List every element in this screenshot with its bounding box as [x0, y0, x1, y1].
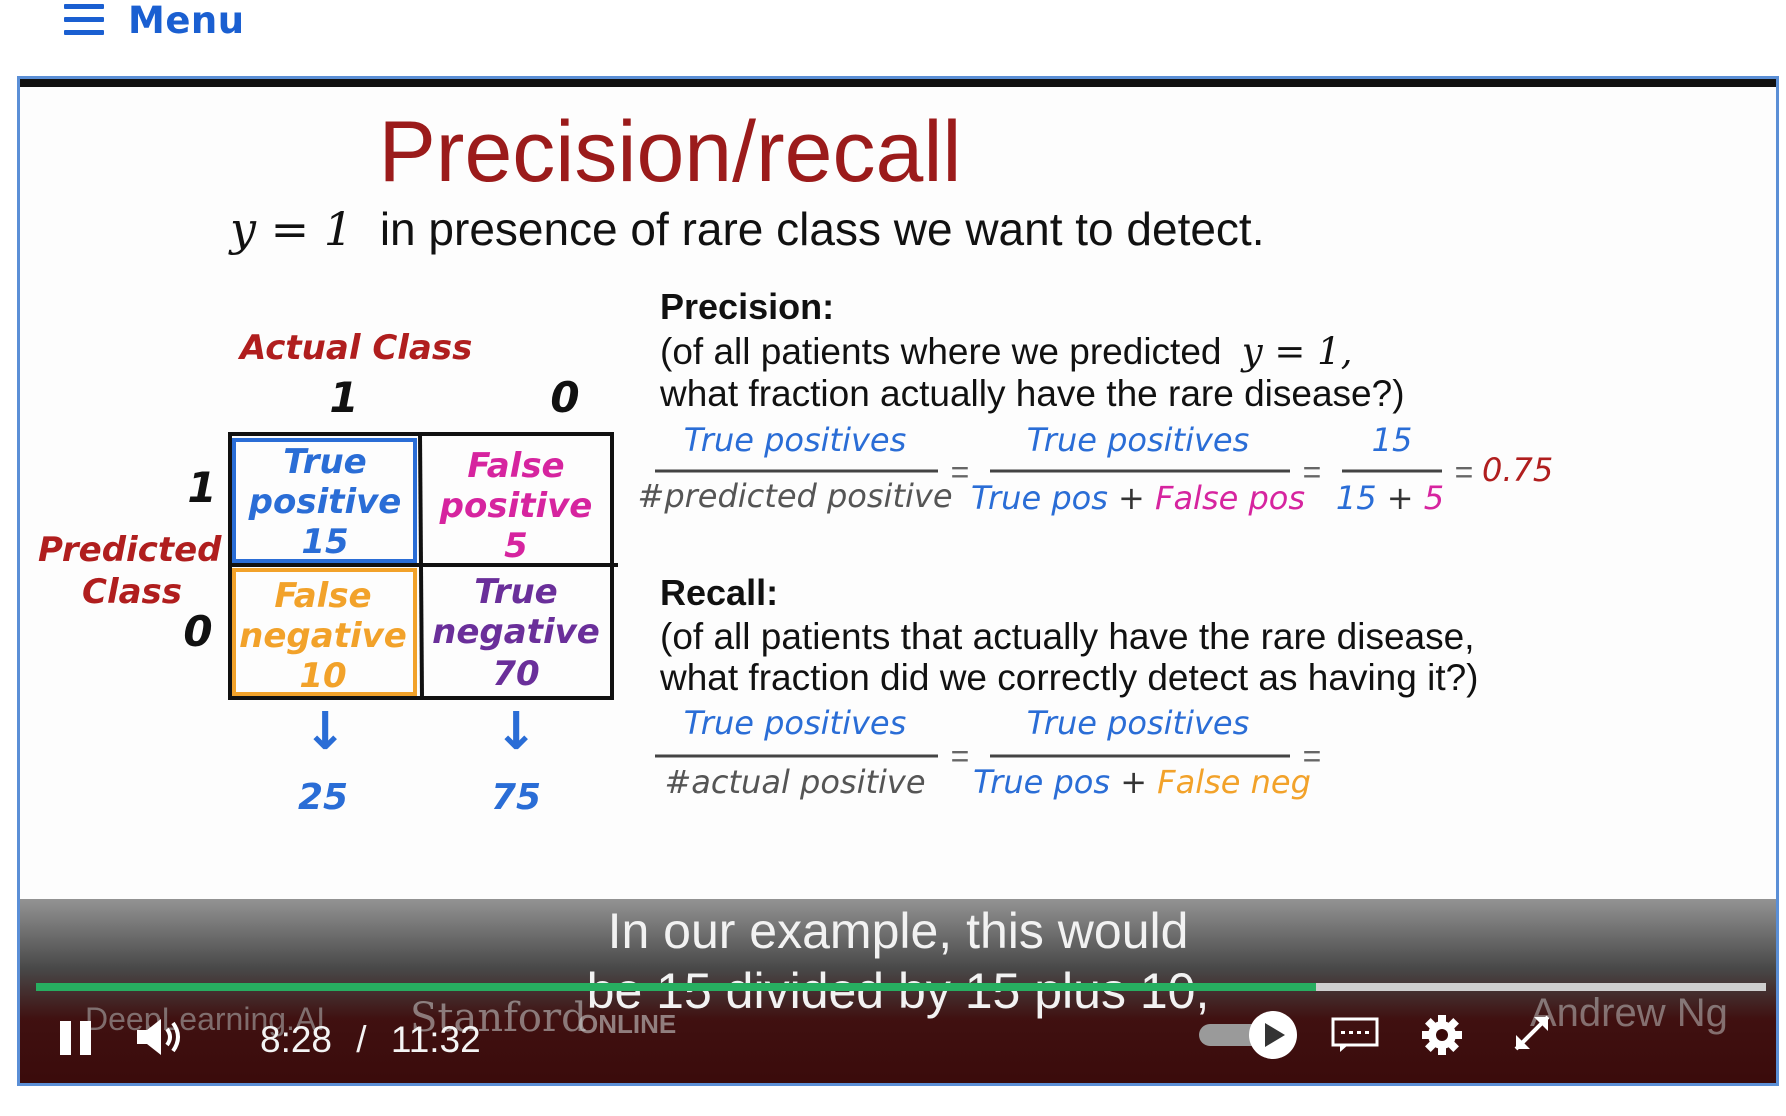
video-player[interactable]: Precision/recall y = 1 in presence of ra…: [17, 76, 1779, 1086]
fullscreen-button[interactable]: [1510, 1011, 1554, 1055]
svg-text:False: False: [274, 576, 371, 616]
recall-eq-1: =: [951, 738, 970, 774]
recall-heading: Recall:: [660, 572, 778, 613]
confusion-matrix: Actual Class 1 0 Predicted Class 1 0 Tru…: [38, 328, 618, 818]
cell-false-positive: False positive 5: [439, 446, 593, 566]
predicted-class-label-2: Class: [82, 572, 182, 612]
precision-f1-num: True positives: [684, 421, 907, 459]
volume-icon: [137, 1019, 180, 1055]
gear-icon: [1422, 1015, 1462, 1055]
arrow-col-1: ↓: [303, 702, 347, 762]
pause-icon: [60, 1021, 91, 1055]
recall-desc-2: what fraction did we correctly detect as…: [659, 657, 1479, 698]
precision-eq-1: =: [951, 454, 970, 490]
duration: 11:32: [390, 1019, 481, 1060]
svg-text:positive: positive: [248, 482, 402, 522]
precision-desc-2: what fraction actually have the rare dis…: [659, 373, 1405, 414]
cell-true-positive: True positive 15: [248, 442, 402, 562]
recall-desc-1: (of all patients that actually have the …: [660, 616, 1474, 657]
play-speed-icon: [1199, 1011, 1297, 1059]
sum-col-1: 25: [298, 777, 348, 818]
precision-f2-num: True positives: [1027, 421, 1250, 459]
cell-true-negative: True negative 70: [432, 572, 600, 694]
svg-text:70: 70: [492, 654, 539, 694]
col-header-1: 1: [329, 373, 358, 422]
recall-f2-num: True positives: [1027, 704, 1250, 742]
caption-line-1: In our example, this would: [607, 903, 1189, 959]
hamburger-icon: [64, 2, 104, 38]
precision-section: Precision: (of all patients where we pre…: [638, 286, 1554, 517]
predicted-class-label-1: Predicted: [38, 530, 222, 570]
pause-button[interactable]: [58, 1015, 98, 1059]
svg-text:negative: negative: [239, 616, 407, 656]
slide-canvas: Precision/recall y = 1 in presence of ra…: [38, 104, 1554, 818]
brand-deeplearning: DeepLearning.AI: [85, 1001, 326, 1037]
caption-line-2: be 15 divided by 15 plus 10,: [586, 963, 1210, 1019]
menu-button[interactable]: Menu: [64, 0, 245, 42]
recall-f1-num: True positives: [684, 704, 907, 742]
precision-heading: Precision:: [660, 286, 834, 327]
recall-eq-2: =: [1303, 738, 1322, 774]
svg-text:5: 5: [504, 526, 528, 566]
svg-text:negative: negative: [432, 612, 600, 652]
brand-online: ONLINE: [578, 1009, 677, 1039]
time-separator: /: [356, 1019, 367, 1060]
precision-eq-3: =: [1455, 454, 1474, 490]
precision-f2-den: True pos + False pos: [971, 479, 1305, 517]
svg-text:True: True: [283, 442, 367, 482]
svg-text:positive: positive: [439, 486, 593, 526]
svg-text:False: False: [467, 446, 564, 486]
svg-text:15: 15: [301, 522, 348, 562]
sum-col-0: 75: [491, 777, 541, 818]
svg-text:10: 10: [299, 656, 346, 696]
settings-button[interactable]: [1420, 1013, 1464, 1057]
precision-desc-1: (of all patients where we predicted y = …: [660, 330, 1352, 373]
subtitle-math: y = 1: [228, 202, 353, 256]
control-overlay: [20, 899, 1776, 1083]
recall-f1-den: #actual positive: [664, 763, 925, 801]
precision-eq-2: =: [1303, 454, 1322, 490]
captions-button[interactable]: [1330, 1015, 1382, 1055]
recall-section: Recall: (of all patients that actually h…: [655, 572, 1479, 801]
slide-subtitle: y = 1 in presence of rare class we want …: [228, 202, 1265, 256]
recall-f2-den: True pos + False neg: [973, 763, 1311, 801]
playback-speed-toggle[interactable]: [1195, 1007, 1303, 1061]
svg-text:True: True: [474, 572, 558, 612]
volume-button[interactable]: [135, 1015, 187, 1059]
brand-andrew-ng: Andrew Ng: [1530, 991, 1728, 1035]
row-header-1: 1: [187, 463, 216, 512]
progress-fill: [36, 983, 1317, 991]
player-top-bar: [20, 79, 1776, 87]
menu-label: Menu: [128, 0, 245, 42]
fullscreen-icon: [1514, 1015, 1550, 1051]
tp-highlight: [232, 438, 417, 563]
col-header-0: 0: [550, 373, 579, 422]
precision-f1-den: #predicted positive: [638, 477, 953, 515]
precision-f3-num: 15: [1372, 421, 1413, 459]
closed-captions: In our example, this would be 15 divided…: [20, 901, 1776, 1021]
slide-title: Precision/recall: [378, 104, 961, 200]
fn-highlight: [232, 568, 417, 696]
subtitle-text: in presence of rare class we want to det…: [380, 203, 1265, 255]
progress-bar[interactable]: [36, 983, 1766, 991]
captions-icon: [1331, 1017, 1379, 1052]
time-display: 8:28 / 11:32: [260, 1019, 481, 1061]
precision-f3-den: 15 + 5: [1336, 479, 1444, 517]
precision-result: 0.75: [1482, 451, 1553, 489]
arrow-col-0: ↓: [494, 702, 538, 762]
cell-false-negative: False negative 10: [239, 576, 407, 696]
current-time: 8:28: [260, 1019, 333, 1060]
actual-class-label: Actual Class: [237, 328, 472, 368]
brand-stanford: Stanford: [410, 995, 587, 1041]
row-header-0: 0: [183, 607, 212, 656]
